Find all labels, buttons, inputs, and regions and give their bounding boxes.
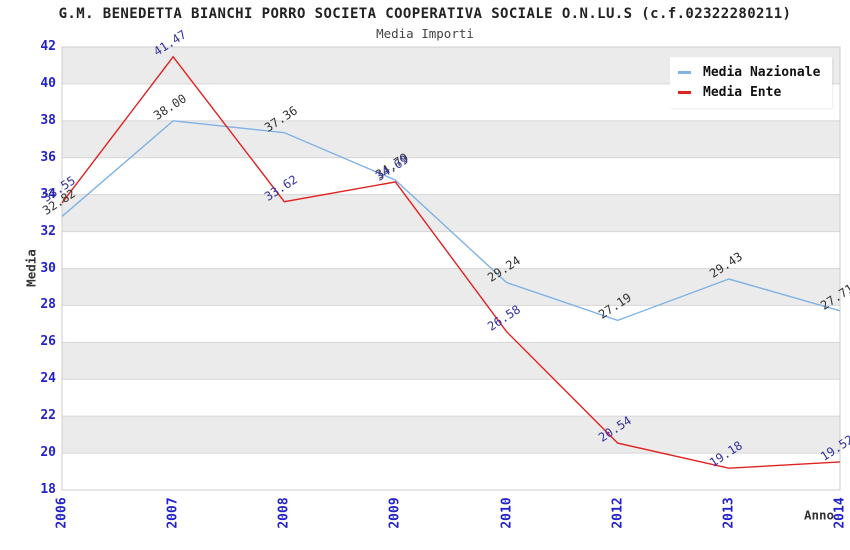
x-axis-title: Anno [803, 507, 835, 523]
plot-border [61, 46, 841, 491]
plot-band [62, 342, 840, 380]
y-tick-label: 42 [40, 39, 56, 54]
x-tick-label: 2007 [165, 497, 181, 529]
legend-item-media-nazionale: Media Nazionale [678, 62, 820, 82]
legend-label-media-nazionale: Media Nazionale [703, 64, 821, 80]
plot-band [62, 305, 840, 343]
x-tick-label: 2010 [499, 497, 515, 529]
legend-item-media-ente: Media Ente [678, 82, 820, 102]
plot-band [62, 268, 840, 306]
y-tick-label: 26 [40, 334, 56, 350]
chart-title: G.M. BENEDETTA BIANCHI PORRO SOCIETA COO… [58, 6, 792, 22]
y-tick-label: 36 [40, 149, 56, 165]
y-tick-label: 40 [40, 75, 56, 91]
x-tick-label: 2009 [387, 497, 403, 529]
y-tick-label: 24 [40, 371, 56, 387]
legend-label-media-ente: Media Ente [703, 84, 782, 100]
plot-band [62, 416, 840, 454]
legend: Media Nazionale Media Ente [670, 57, 833, 108]
series-line-media-ente [61, 55, 841, 469]
plot-band [62, 194, 840, 232]
legend-swatch-media-nazionale [678, 70, 691, 74]
x-tick-label: 2008 [276, 497, 292, 529]
plot-band [62, 157, 840, 195]
y-tick-label: 38 [40, 112, 56, 128]
y-tick-label: 20 [40, 445, 56, 461]
plot-band [62, 453, 840, 490]
plot-band [62, 379, 840, 417]
legend-swatch-media-ente [678, 90, 691, 94]
x-tick-label: 2006 [54, 497, 70, 529]
plot-band [62, 120, 840, 158]
y-tick-label: 18 [40, 482, 56, 497]
x-tick-label: 2014 [832, 497, 848, 529]
x-tick-label: 2012 [610, 497, 626, 529]
y-tick-label: 32 [40, 223, 56, 239]
y-tick-label: 28 [40, 297, 56, 313]
y-tick-label: 34 [40, 186, 56, 202]
y-tick-label: 22 [40, 408, 56, 424]
series-line-media-nazionale [61, 120, 841, 322]
chart-subtitle: Media Importi [376, 26, 474, 41]
y-tick-label: 30 [40, 260, 56, 276]
plot-band [62, 231, 840, 269]
x-tick-label: 2013 [721, 497, 737, 529]
